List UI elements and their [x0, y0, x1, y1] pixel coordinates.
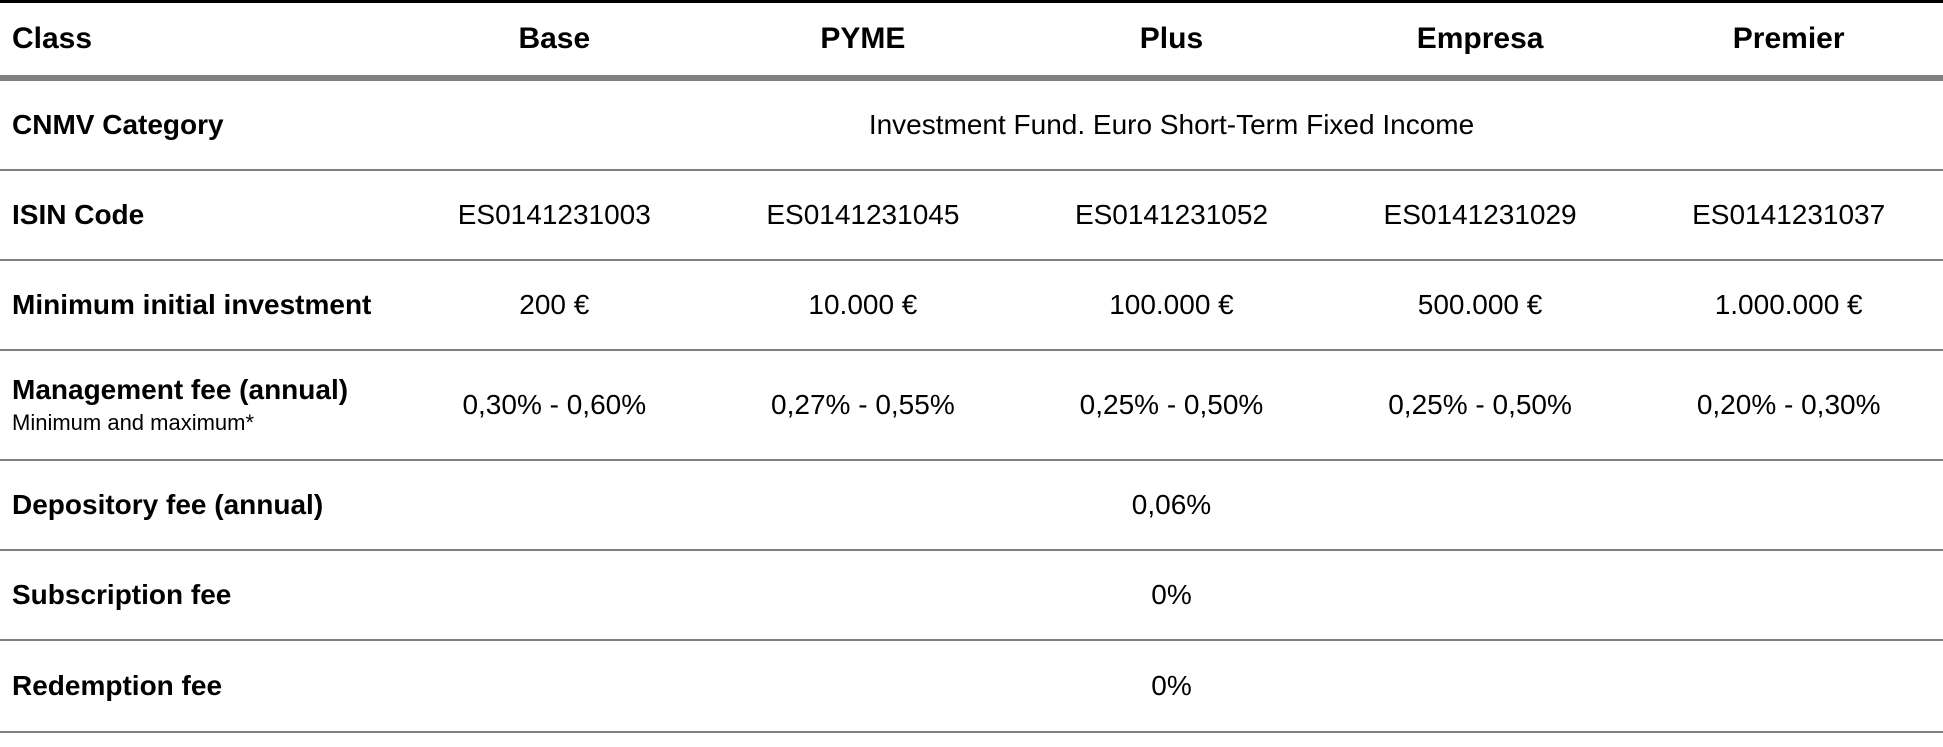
- header-col-base: Base: [400, 12, 709, 66]
- value-cell: 0,20% - 0,30%: [1634, 379, 1943, 431]
- table-row: ISIN Code ES0141231003 ES0141231045 ES01…: [0, 171, 1943, 261]
- table-row: CNMV Category Investment Fund. Euro Shor…: [0, 81, 1943, 171]
- value-cell: ES0141231003: [400, 189, 709, 241]
- fund-class-table: Class Base PYME Plus Empresa Premier CNM…: [0, 0, 1943, 733]
- value-cell: ES0141231045: [709, 189, 1018, 241]
- table-header-row: Class Base PYME Plus Empresa Premier: [0, 3, 1943, 81]
- row-label-cell: Minimum initial investment: [0, 279, 400, 331]
- row-label-cell: Depository fee (annual): [0, 479, 400, 531]
- value-cell: 10.000 €: [709, 279, 1018, 331]
- value-cell: 500.000 €: [1326, 279, 1635, 331]
- spanning-value: Investment Fund. Euro Short-Term Fixed I…: [400, 99, 1943, 151]
- row-label-cell: CNMV Category: [0, 99, 400, 151]
- value-cell: 100.000 €: [1017, 279, 1326, 331]
- table-row: Redemption fee 0%: [0, 641, 1943, 731]
- row-label-cell: ISIN Code: [0, 189, 400, 241]
- table-row: Minimum initial investment 200 € 10.000 …: [0, 261, 1943, 351]
- header-col-plus: Plus: [1017, 12, 1326, 66]
- value-cell: 0,27% - 0,55%: [709, 379, 1018, 431]
- row-label: ISIN Code: [12, 199, 388, 231]
- row-label: Subscription fee: [12, 579, 388, 611]
- row-label-cell: Subscription fee: [0, 569, 400, 621]
- row-sublabel: Minimum and maximum*: [12, 410, 388, 436]
- row-label: Depository fee (annual): [12, 489, 388, 521]
- row-label: Redemption fee: [12, 670, 388, 702]
- value-cell: ES0141231029: [1326, 189, 1635, 241]
- table-row: Depository fee (annual) 0,06%: [0, 461, 1943, 551]
- value-cell: 0,30% - 0,60%: [400, 379, 709, 431]
- row-label: Minimum initial investment: [12, 289, 388, 321]
- value-cell: ES0141231037: [1634, 189, 1943, 241]
- value-cell: 0,25% - 0,50%: [1326, 379, 1635, 431]
- header-col-pyme: PYME: [709, 12, 1018, 66]
- value-cell: 200 €: [400, 279, 709, 331]
- value-cell: 0,25% - 0,50%: [1017, 379, 1326, 431]
- spanning-value: 0%: [400, 569, 1943, 621]
- value-cell: ES0141231052: [1017, 189, 1326, 241]
- row-label-cell: Management fee (annual) Minimum and maxi…: [0, 364, 400, 446]
- value-cell: 1.000.000 €: [1634, 279, 1943, 331]
- table-row: Subscription fee 0%: [0, 551, 1943, 641]
- header-col-empresa: Empresa: [1326, 12, 1635, 66]
- spanning-value: 0,06%: [400, 479, 1943, 531]
- header-label-cell: Class: [0, 12, 400, 66]
- header-col-premier: Premier: [1634, 12, 1943, 66]
- row-label-cell: Redemption fee: [0, 660, 400, 712]
- table-row: Management fee (annual) Minimum and maxi…: [0, 351, 1943, 461]
- spanning-value: 0%: [400, 660, 1943, 712]
- row-label: CNMV Category: [12, 109, 388, 141]
- row-label: Management fee (annual): [12, 374, 388, 406]
